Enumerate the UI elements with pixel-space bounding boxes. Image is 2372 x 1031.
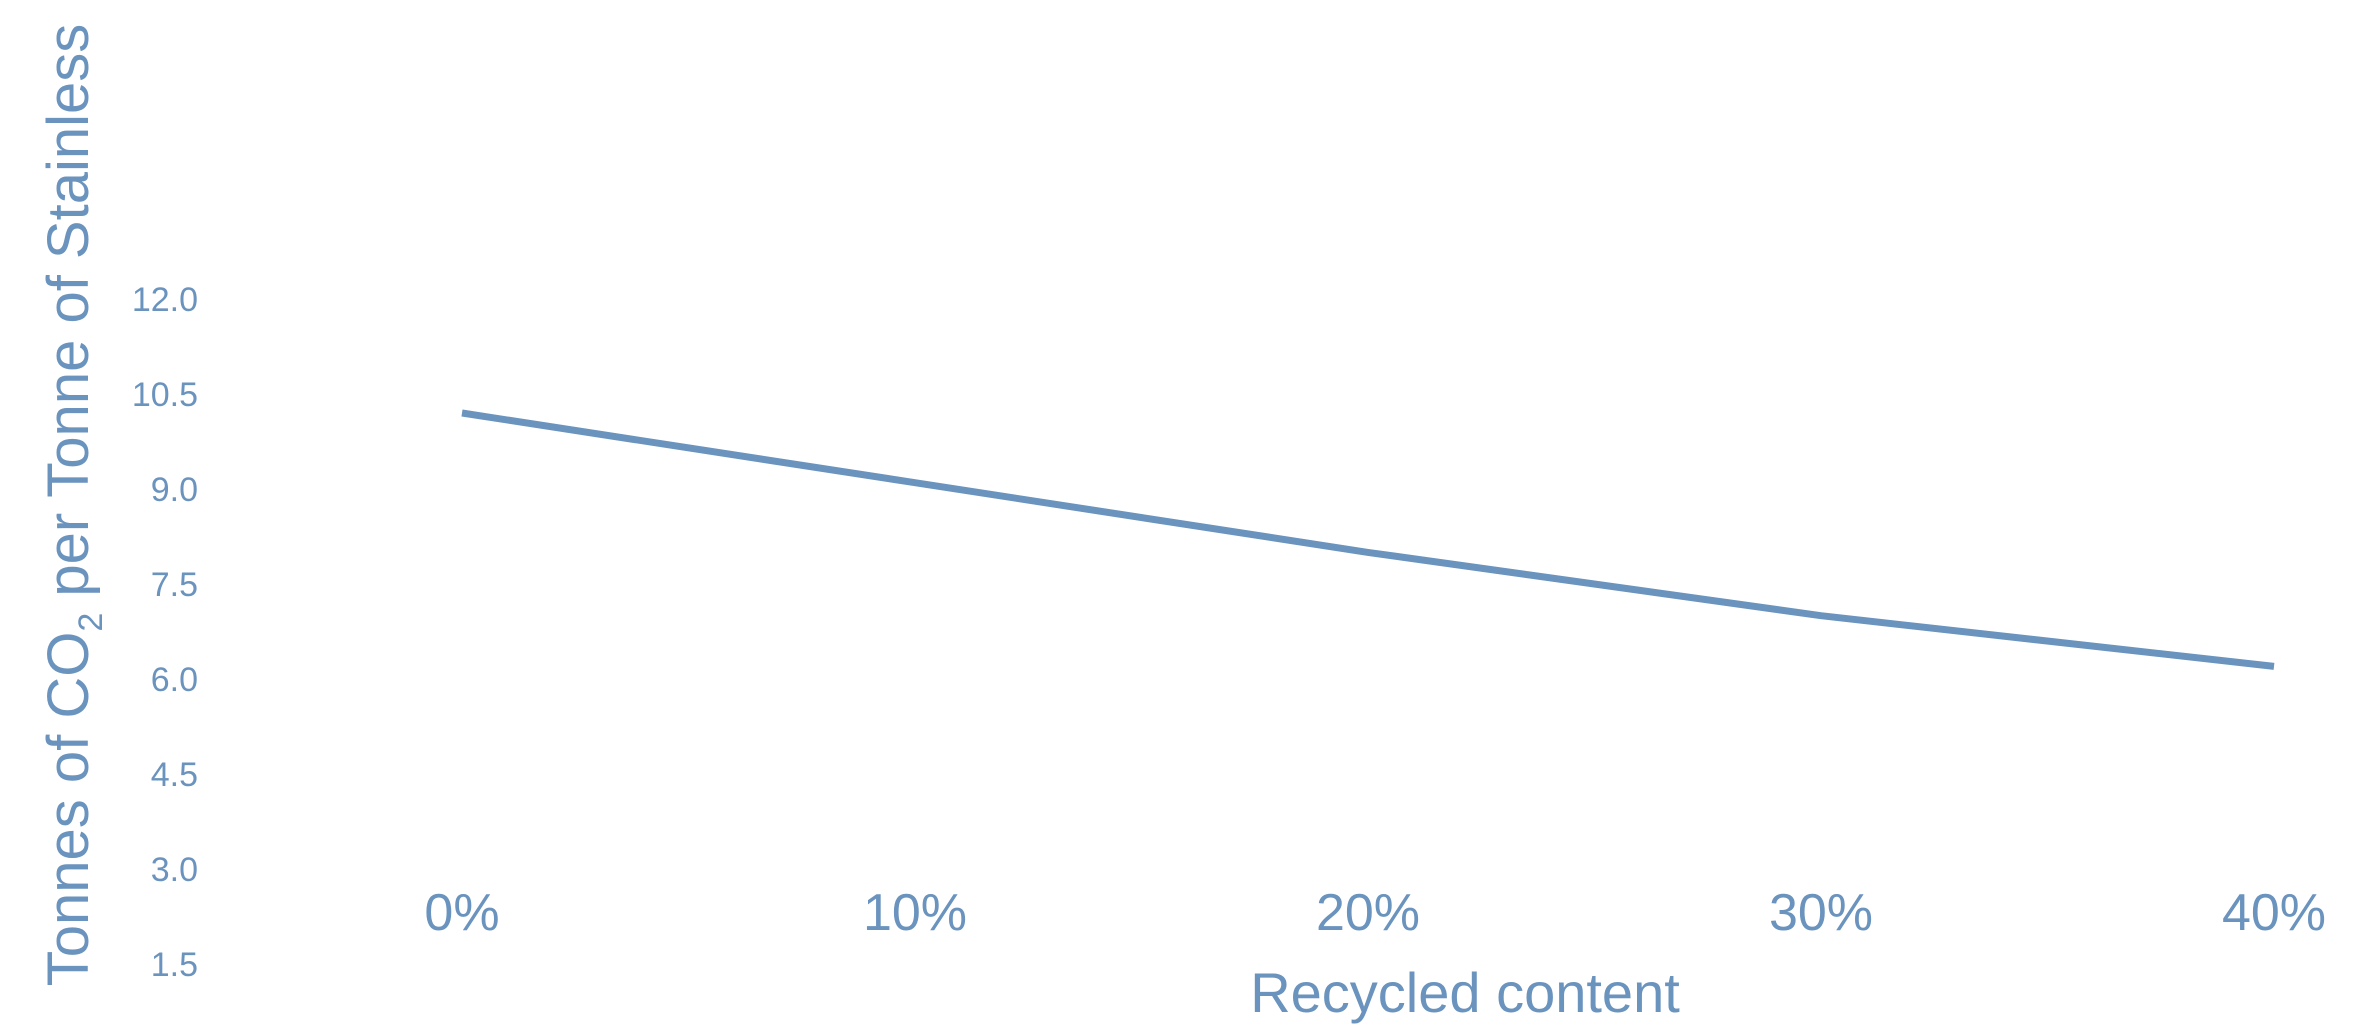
x-tick-label: 10% <box>863 884 967 942</box>
y-tick-label: 4.5 <box>151 756 198 794</box>
x-tick-label: 20% <box>1316 884 1420 942</box>
y-tick-label: 1.5 <box>151 946 198 984</box>
y-tick-label: 9.0 <box>151 471 198 509</box>
y-axis-title-subscript: 2 <box>72 613 110 632</box>
x-axis-title: Recycled content <box>1250 961 1680 1024</box>
x-tick-label: 30% <box>1769 884 1873 942</box>
series-line <box>461 409 2275 670</box>
y-tick-label: 6.0 <box>151 661 198 699</box>
y-axis-title-part: Tonnes of CO <box>36 632 101 987</box>
y-axis-title: Tonnes of CO2 per Tonne of Stainless <box>36 24 110 987</box>
x-tick-label: 40% <box>2222 884 2326 942</box>
y-tick-label: 7.5 <box>151 566 198 604</box>
y-tick-label: 10.5 <box>132 376 198 414</box>
y-axis-ticks: 1.5 3.0 4.5 6.0 7.5 9.0 10.5 12.0 <box>132 281 198 984</box>
y-axis-title-part: per Tonne of Stainless <box>36 24 101 613</box>
series-layer <box>461 409 2275 670</box>
x-axis-ticks: 0% 10% 20% 30% 40% <box>424 884 2326 942</box>
y-tick-label: 12.0 <box>132 281 198 319</box>
y-tick-label: 3.0 <box>151 851 198 889</box>
x-tick-label: 0% <box>424 884 499 942</box>
